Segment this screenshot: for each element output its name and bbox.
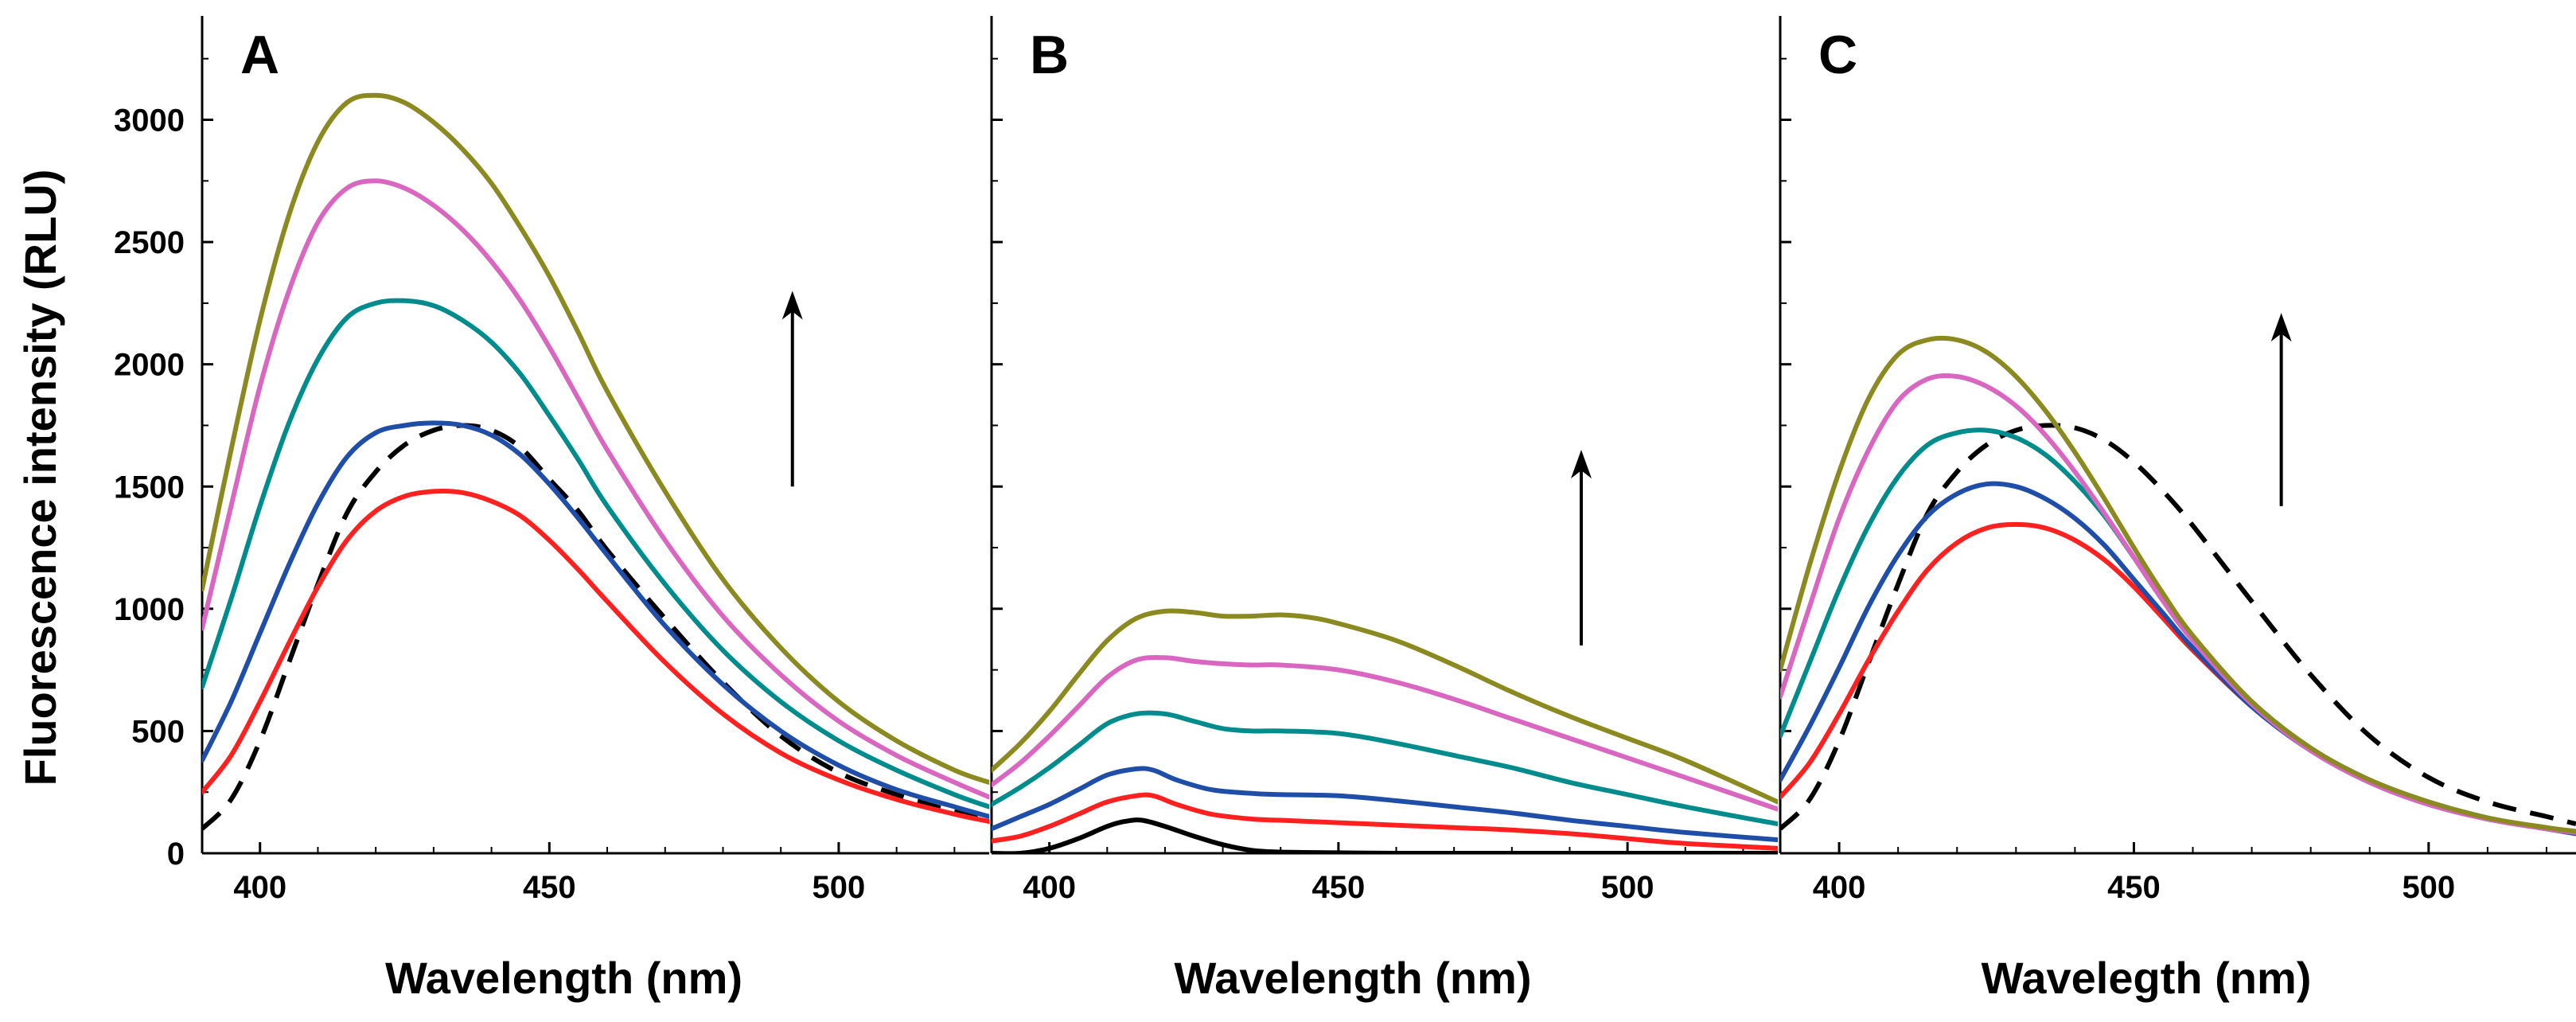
series-line-blue xyxy=(992,766,1778,843)
series-line-blue xyxy=(202,420,989,819)
series-line-olive xyxy=(992,608,1778,805)
arrow-head xyxy=(2270,313,2292,342)
panel-letter: B xyxy=(1030,25,1069,85)
panel-letter: C xyxy=(1818,25,1857,85)
series-line-olive xyxy=(1780,335,2576,834)
series-line-red xyxy=(202,488,989,825)
series-line-pink xyxy=(992,655,1778,812)
series-line-teal xyxy=(992,710,1778,827)
series-line-red xyxy=(1780,521,2576,837)
panel-a: 0 500 1000 1500 2000 2500 3000 400 450 500 A Wavele… xyxy=(114,16,989,1003)
y-axis-title: Fluorescence intensity (RLU) xyxy=(15,170,65,786)
x-axis-title: Wavelength (nm) xyxy=(385,953,742,1003)
y-tick-label: 500 xyxy=(131,714,185,749)
series-group xyxy=(202,92,989,831)
series-group xyxy=(992,608,1778,853)
x-tick-label: 450 xyxy=(523,870,576,905)
series-line-red xyxy=(992,792,1778,851)
x-tick-label: 450 xyxy=(1312,870,1366,905)
x-tick-label: 450 xyxy=(2107,870,2161,905)
series-line-pink xyxy=(1780,373,2576,835)
series-line-dashed xyxy=(202,423,989,831)
arrow-head xyxy=(781,291,803,320)
arrow-head xyxy=(1571,450,1592,479)
panel-c: 400 450 500 C Waveleg​th (nm) xyxy=(1779,16,2576,1003)
y-tick-label: 1500 xyxy=(114,470,185,505)
x-tick-label: 400 xyxy=(233,870,286,905)
y-tick-label: 2000 xyxy=(114,348,185,383)
series-line-pink xyxy=(202,178,989,800)
series-line-black xyxy=(992,817,1778,853)
panel-b: 400 450 500 B Wavelength (nm) xyxy=(990,16,1778,1003)
series-line-teal xyxy=(202,298,989,809)
y-tick-label: 1000 xyxy=(114,592,185,627)
y-tick-label: 3000 xyxy=(114,103,185,138)
x-tick-label: 400 xyxy=(1813,870,1866,905)
x-tick-label: 400 xyxy=(1023,870,1076,905)
x-axis-title: Wavelength (nm) xyxy=(1174,953,1531,1003)
panel-letter: A xyxy=(240,25,279,85)
y-tick-label: 0 xyxy=(167,837,185,872)
series-group xyxy=(1780,335,2576,837)
x-axis-title: Waveleg​th (nm) xyxy=(1982,953,2312,1003)
x-tick-label: 500 xyxy=(813,870,866,905)
series-line-dashed xyxy=(1780,423,2576,831)
y-tick-label: 2500 xyxy=(114,225,185,260)
x-tick-label: 500 xyxy=(1601,870,1654,905)
series-line-olive xyxy=(202,92,989,785)
series-line-blue xyxy=(1780,481,2576,837)
x-tick-label: 500 xyxy=(2402,870,2455,905)
